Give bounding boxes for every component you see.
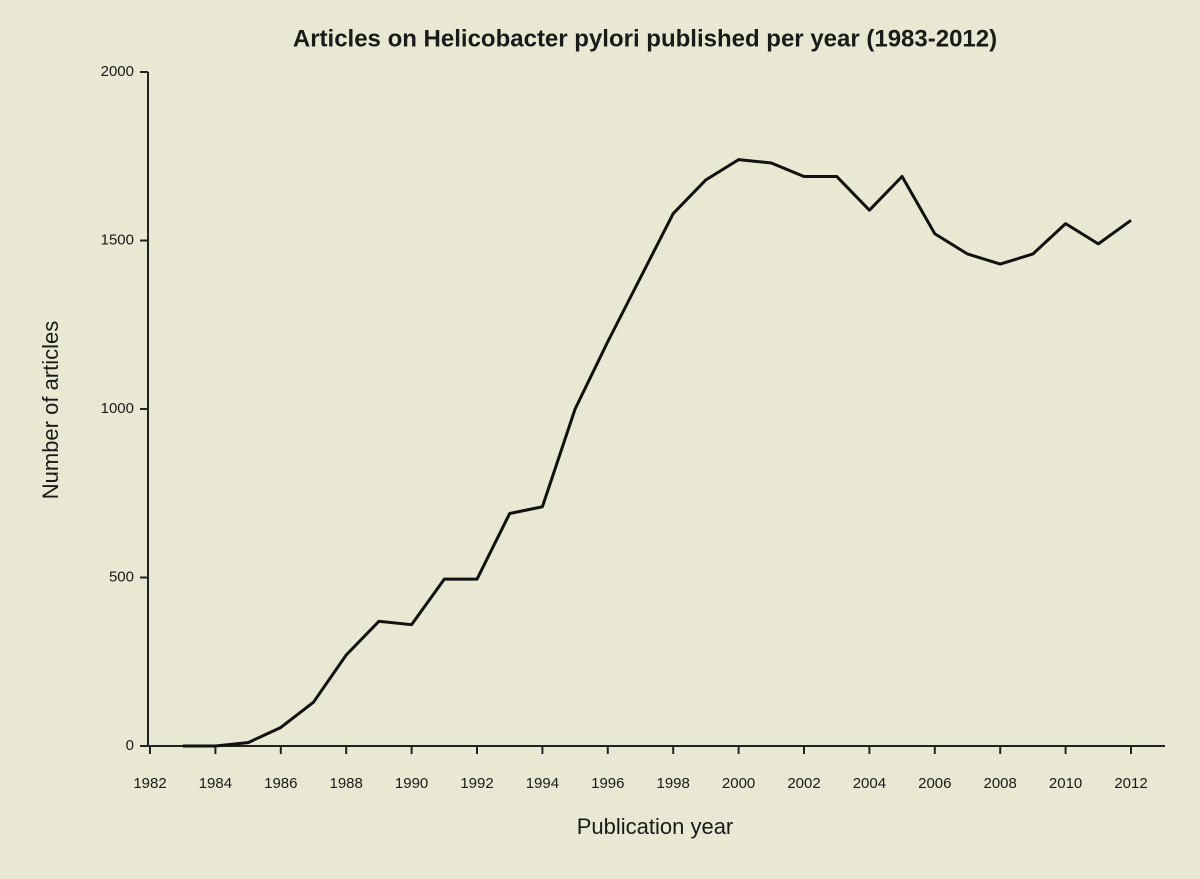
x-axis-label: Publication year (577, 814, 734, 839)
x-tick-label: 2004 (853, 775, 886, 792)
x-tick-label: 1990 (395, 775, 428, 792)
data-line (182, 158, 1132, 748)
x-tick-label: 2008 (984, 775, 1017, 792)
y-tick-label: 500 (109, 568, 134, 585)
y-tick-label: 2000 (101, 63, 134, 80)
x-tick-label: 2010 (1049, 775, 1082, 792)
x-tick-label: 1986 (264, 775, 297, 792)
x-tick-label: 2002 (787, 775, 820, 792)
x-tick-label: 1994 (526, 775, 559, 792)
x-tick-label: 2000 (722, 775, 755, 792)
x-tick-label: 2006 (918, 775, 951, 792)
x-tick-label: 1992 (460, 775, 493, 792)
y-tick-label: 1000 (101, 400, 134, 417)
x-tick-label: 1988 (330, 775, 363, 792)
x-tick-label: 2012 (1114, 775, 1147, 792)
x-tick-label: 1996 (591, 775, 624, 792)
x-tick-label: 1984 (199, 775, 232, 792)
y-tick-label: 0 (126, 737, 134, 754)
y-axis-label: Number of articles (38, 321, 63, 500)
x-tick-label: 1998 (657, 775, 690, 792)
x-tick-label: 1982 (133, 775, 166, 792)
y-tick-label: 1500 (101, 231, 134, 248)
chart-title: Articles on Helicobacter pylori publishe… (293, 25, 997, 52)
